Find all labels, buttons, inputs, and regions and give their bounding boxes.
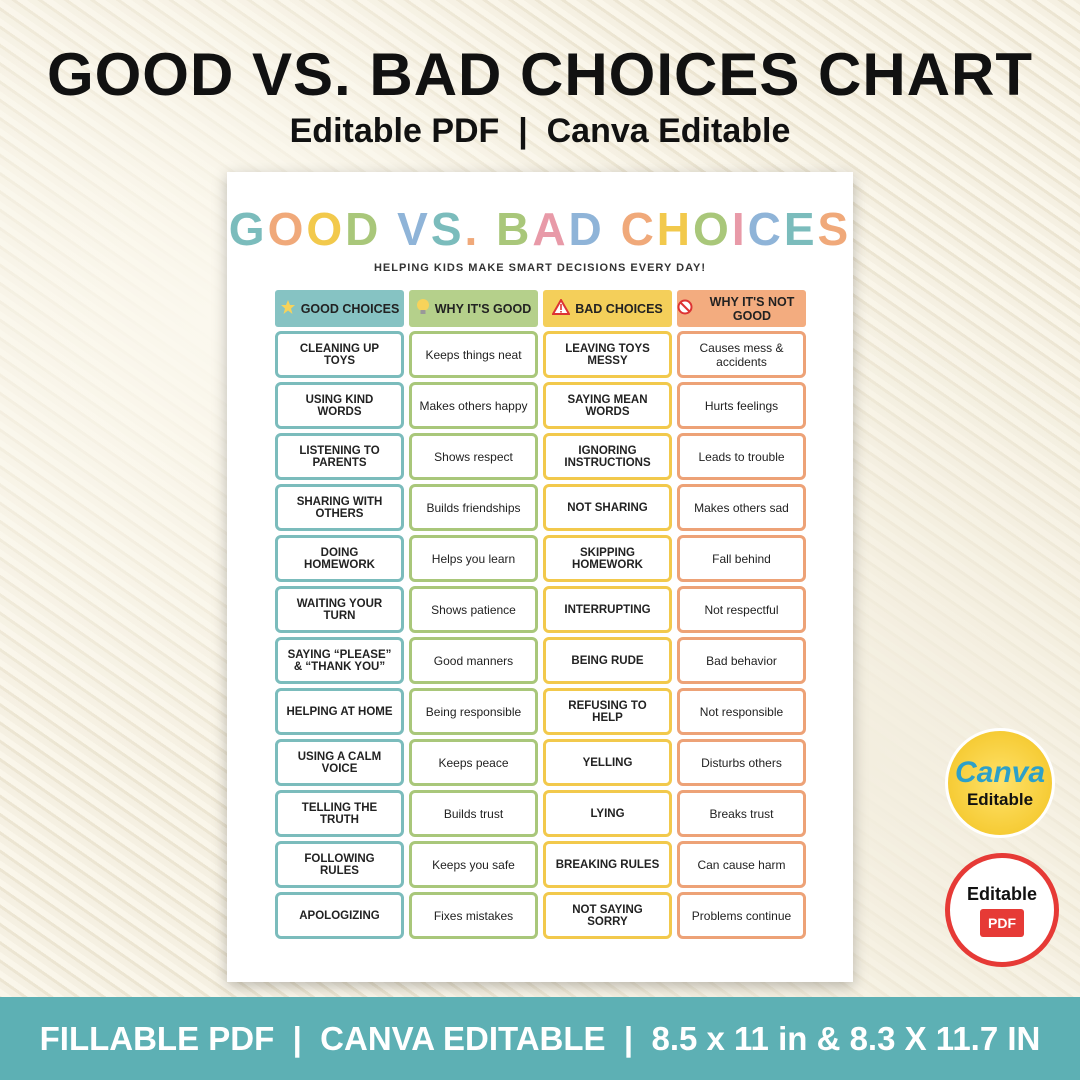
table-cell: Makes others happy: [409, 382, 538, 429]
table-cell: Can cause harm: [677, 841, 806, 888]
table-cell: REFUSING TO HELP: [543, 688, 672, 735]
table-cell: Disturbs others: [677, 739, 806, 786]
table-cell: USING A CALM VOICE: [275, 739, 404, 786]
table-cell: HELPING AT HOME: [275, 688, 404, 735]
table-cell: Keeps peace: [409, 739, 538, 786]
header-icon: [677, 299, 693, 318]
badge-brand: PDF: [980, 908, 1024, 937]
table-cell: Good manners: [409, 637, 538, 684]
table-cell: Keeps you safe: [409, 841, 538, 888]
table-cell: FOLLOWING RULES: [275, 841, 404, 888]
table-cell: Hurts feelings: [677, 382, 806, 429]
canva-badge: Canva Editable: [945, 728, 1055, 838]
footer: FILLABLE PDF | CANVA EDITABLE | 8.5 x 11…: [0, 997, 1080, 1080]
table-cell: APOLOGIZING: [275, 892, 404, 939]
table-cell: Makes others sad: [677, 484, 806, 531]
table-cell: Not responsible: [677, 688, 806, 735]
table-cell: Being responsible: [409, 688, 538, 735]
table-cell: Builds friendships: [409, 484, 538, 531]
table-cell: Leads to trouble: [677, 433, 806, 480]
header-text: WHY IT'S NOT GOOD: [709, 294, 795, 323]
title: GOOD VS. BAD CHOICES CHART: [46, 41, 1034, 108]
table-cell: DOING HOMEWORK: [275, 535, 404, 582]
table-cell: TELLING THE TRUTH: [275, 790, 404, 837]
table-cell: INTERRUPTING: [543, 586, 672, 633]
table-cell: USING KIND WORDS: [275, 382, 404, 429]
table-cell: NOT SHARING: [543, 484, 672, 531]
table-cell: Fixes mistakes: [409, 892, 538, 939]
badge-label: Editable: [966, 790, 1034, 809]
table-cell: BREAKING RULES: [543, 841, 672, 888]
sheet-title: GOOD VS. BAD CHOICES: [227, 202, 853, 256]
table-cell: Fall behind: [677, 535, 806, 582]
column-header: GOOD CHOICES: [275, 290, 404, 327]
subtitle: Editable PDF | Canva Editable: [289, 112, 791, 150]
table-cell: SKIPPING HOMEWORK: [543, 535, 672, 582]
table: GOOD CHOICES WHY IT'S GOOD BAD CHOICES WHY …: [275, 290, 806, 939]
table-cell: Helps you learn: [409, 535, 538, 582]
table-cell: BEING RUDE: [543, 637, 672, 684]
table-cell: Causes mess & accidents: [677, 331, 806, 378]
header-text: GOOD CHOICES: [300, 301, 400, 316]
table-cell: CLEANING UP TOYS: [275, 331, 404, 378]
table-cell: Breaks trust: [677, 790, 806, 837]
header-icon: [280, 299, 296, 318]
table-cell: YELLING: [543, 739, 672, 786]
header-text: WHY IT'S GOOD: [434, 301, 532, 316]
table-cell: Keeps things neat: [409, 331, 538, 378]
table-cell: SAYING “PLEASE” & “THANK YOU”: [275, 637, 404, 684]
table-cell: SAYING MEAN WORDS: [543, 382, 672, 429]
table-cell: SHARING WITH OTHERS: [275, 484, 404, 531]
header-icon: [551, 297, 571, 318]
badge-brand: Canva: [954, 756, 1046, 789]
sheet-title-text: GOOD VS. BAD CHOICES: [228, 203, 852, 255]
table-cell: Shows respect: [409, 433, 538, 480]
header-text: BAD CHOICES: [575, 301, 663, 316]
badge-label: Editable: [966, 883, 1037, 904]
column-header: WHY IT'S GOOD: [409, 290, 538, 327]
sheet: GOOD VS. BAD CHOICES HELPING KIDS MAKE S…: [227, 172, 853, 982]
table-cell: Problems continue: [677, 892, 806, 939]
table-cell: Shows patience: [409, 586, 538, 633]
table-cell: NOT SAYING SORRY: [543, 892, 672, 939]
table-cell: LYING: [543, 790, 672, 837]
table-cell: Not respectful: [677, 586, 806, 633]
table-cell: LEAVING TOYS MESSY: [543, 331, 672, 378]
header-icon: [416, 298, 430, 319]
table-cell: Bad behavior: [677, 637, 806, 684]
table-cell: IGNORING INSTRUCTIONS: [543, 433, 672, 480]
table-cell: Builds trust: [409, 790, 538, 837]
table-cell: WAITING YOUR TURN: [275, 586, 404, 633]
table-cell: LISTENING TO PARENTS: [275, 433, 404, 480]
tagline: HELPING KIDS MAKE SMART DECISIONS EVERY …: [373, 262, 707, 274]
column-header: WHY IT'S NOT GOOD: [677, 290, 806, 327]
pdf-badge: Editable PDF: [945, 853, 1059, 967]
column-header: BAD CHOICES: [543, 290, 672, 327]
